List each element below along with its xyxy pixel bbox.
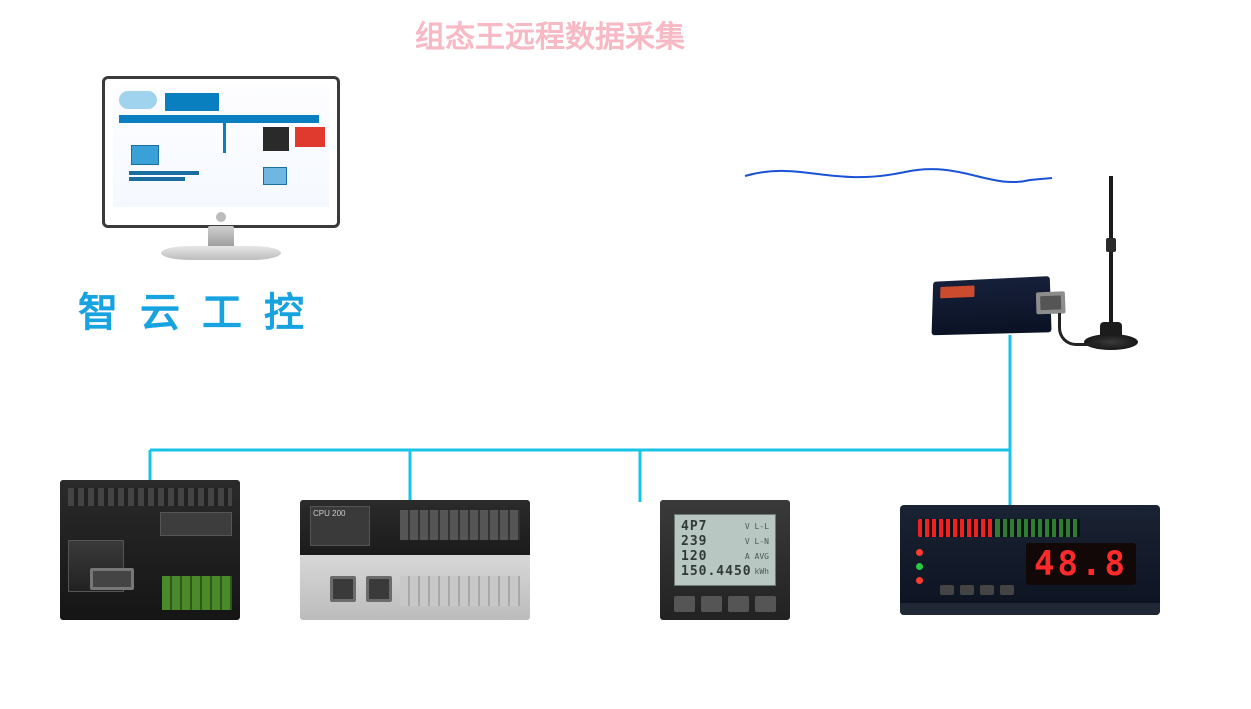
meter-row-1-unit: V L-N	[745, 534, 769, 549]
monitor-logo-icon	[216, 212, 226, 222]
digital-panel: 48.8	[900, 505, 1160, 615]
diagram-title: 组态王远程数据采集	[415, 12, 685, 56]
monitor-screen	[113, 87, 329, 207]
mini-caption-2	[129, 177, 185, 181]
monitor-foot	[161, 246, 281, 260]
panel-foot	[900, 603, 1160, 615]
plc2-io-bottom	[400, 576, 520, 606]
diagram-canvas: 组态王远程数据采集 智云工控	[0, 0, 1251, 709]
meter-buttons	[674, 596, 776, 612]
meter-row-1-val: 239	[681, 534, 707, 549]
mini-pc-icon	[131, 145, 159, 165]
panel-btn-4	[1000, 585, 1014, 595]
plc1-serial-port	[90, 568, 134, 590]
meter-row-0-val: 4P7	[681, 519, 707, 534]
meter-row-3-val: 150.4450	[681, 564, 752, 579]
plc1-io-slot	[160, 512, 232, 536]
plc-siemens: CPU 200	[300, 500, 530, 620]
plc-omron	[60, 480, 240, 620]
monitor-bezel	[102, 76, 340, 228]
plc2-comm-ports	[330, 576, 392, 602]
plc1-led-strip	[68, 488, 232, 506]
serial-modem	[932, 276, 1052, 335]
panel-btn-2	[960, 585, 974, 595]
meter-row-2-val: 120	[681, 549, 707, 564]
brand-text: 智云工控	[78, 280, 326, 338]
panel-btn-1	[940, 585, 954, 595]
plc2-io-top	[400, 510, 520, 540]
plc1-terminal-block	[162, 576, 232, 610]
mini-cloud-icon	[119, 91, 157, 109]
mini-server-icon	[165, 93, 219, 111]
antenna-cable	[1058, 313, 1101, 346]
mini-antenna-icon	[223, 117, 226, 153]
monitor-stand	[208, 226, 234, 248]
power-meter: 4P7 V L-L 239 V L-N 120 A AVG 150.4450kWh	[660, 500, 790, 620]
meter-lcd: 4P7 V L-L 239 V L-N 120 A AVG 150.4450kWh	[674, 514, 776, 586]
mini-caption-1	[129, 171, 199, 175]
cellular-antenna	[1060, 150, 1150, 350]
mini-link-bar	[119, 115, 319, 123]
meter-row-0-unit: V L-L	[745, 519, 769, 534]
panel-bargraph	[918, 519, 1080, 537]
mini-terminal-icon	[263, 167, 287, 185]
panel-led-1	[916, 549, 923, 556]
modem-label-strip	[940, 285, 974, 298]
meter-row-2-unit: A AVG	[745, 549, 769, 564]
plc2-cpu-label: CPU 200	[310, 506, 370, 546]
panel-led-3	[916, 577, 923, 584]
panel-led-2	[916, 563, 923, 570]
mini-gateway-icon	[263, 127, 289, 151]
mini-alert-box	[295, 127, 325, 147]
panel-segment-display: 48.8	[1026, 543, 1136, 585]
panel-btn-3	[980, 585, 994, 595]
scada-monitor	[102, 76, 340, 271]
meter-row-3-unit: kWh	[755, 564, 769, 579]
antenna-joint	[1106, 238, 1116, 252]
